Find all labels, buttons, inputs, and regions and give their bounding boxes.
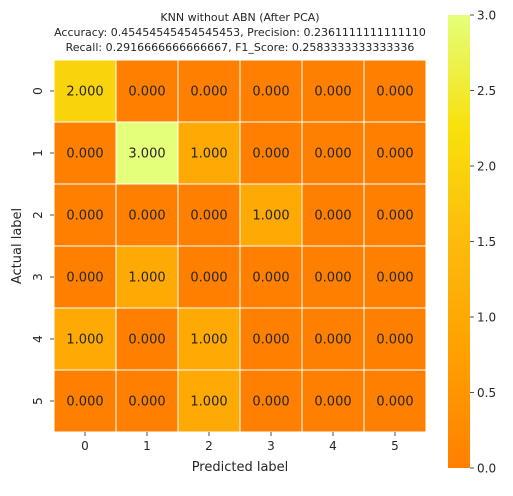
heatmap-cell: [177, 245, 241, 309]
cell-value-label: 0.000: [252, 395, 289, 410]
y-axis-label: Actual label: [10, 208, 25, 284]
cell-value-label: 0.000: [128, 85, 165, 100]
heatmap-cell: [363, 183, 427, 247]
heatmap-cell: [363, 121, 427, 185]
cell-value-label: 2.000: [66, 85, 103, 100]
colorbar-tick-label: 0.0: [477, 462, 496, 476]
heatmap-cell: [115, 245, 179, 309]
cell-value-label: 0.000: [252, 271, 289, 286]
heatmap-cell: [53, 245, 117, 309]
cell-value-label: 1.000: [66, 333, 103, 348]
y-tick-label: 0: [31, 87, 45, 95]
heatmap-cell: [363, 59, 427, 123]
cell-value-label: 0.000: [376, 271, 413, 286]
cell-value-label: 0.000: [252, 85, 289, 100]
x-tick-label: 4: [329, 439, 337, 453]
cell-value-label: 0.000: [66, 271, 103, 286]
cell-value-label: 0.000: [252, 333, 289, 348]
cell-value-label: 0.000: [128, 333, 165, 348]
cell-value-label: 0.000: [376, 209, 413, 224]
cell-value-label: 3.000: [128, 147, 165, 162]
heatmap-cell: [301, 307, 365, 371]
x-axis: 0 1 2 3 4 5: [81, 432, 399, 453]
cell-value-label: 0.000: [128, 395, 165, 410]
heatmap-cell: [53, 59, 117, 123]
colorbar-tick-label: 3.0: [477, 9, 496, 23]
x-tick-label: 5: [391, 439, 399, 453]
x-tick-label: 2: [205, 439, 213, 453]
cell-value-label: 0.000: [376, 147, 413, 162]
heatmap-cell: [239, 307, 303, 371]
cell-value-label: 0.000: [314, 147, 351, 162]
heatmap-cell: [115, 121, 179, 185]
heatmap-cell: [363, 307, 427, 371]
heatmap-cell: [177, 59, 241, 123]
cell-value-label: 0.000: [314, 271, 351, 286]
heatmap-cells: 2.000 0.000 0.000 0.000 0.000 0.000 0.000 3.000…: [53, 59, 427, 433]
heatmap-cell: [363, 369, 427, 433]
heatmap-cell: [53, 369, 117, 433]
colorbar: [448, 15, 470, 468]
colorbar-tick-label: 2.5: [477, 84, 496, 98]
y-tick-label: 1: [31, 149, 45, 157]
cell-value-label: 1.000: [128, 271, 165, 286]
heatmap-cell: [301, 183, 365, 247]
title-line: Accuracy: 0.45454545454545453, Precision…: [54, 26, 426, 39]
heatmap-cell: [177, 307, 241, 371]
cell-value-label: 1.000: [190, 395, 227, 410]
cell-value-label: 1.000: [252, 209, 289, 224]
heatmap-cell: [115, 183, 179, 247]
cell-value-label: 0.000: [376, 395, 413, 410]
y-tick-label: 4: [31, 335, 45, 343]
cell-value-label: 0.000: [314, 85, 351, 100]
chart-title: KNN without ABN (After PCA) Accuracy: 0.4…: [54, 11, 426, 54]
x-tick-label: 0: [81, 439, 89, 453]
heatmap-cell: [53, 307, 117, 371]
title-line: Recall: 0.2916666666666667, F1_Score: 0.…: [66, 41, 415, 54]
heatmap-cell: [363, 245, 427, 309]
heatmap-cell: [301, 245, 365, 309]
colorbar-tick-label: 2.0: [477, 160, 496, 174]
cell-value-label: 0.000: [252, 147, 289, 162]
cell-value-label: 0.000: [190, 85, 227, 100]
colorbar-tick-label: 1.5: [477, 235, 496, 249]
cell-value-label: 0.000: [66, 209, 103, 224]
title-line: KNN without ABN (After PCA): [160, 11, 319, 24]
cell-value-label: 0.000: [190, 271, 227, 286]
x-axis-label: Predicted label: [192, 460, 289, 475]
cell-value-label: 0.000: [66, 395, 103, 410]
cell-value-label: 1.000: [190, 147, 227, 162]
x-tick-label: 3: [267, 439, 275, 453]
cell-value-label: 0.000: [376, 85, 413, 100]
colorbar-ticks: 0.0 0.5 1.0 1.5 2.0 2.5 3.0: [470, 9, 496, 476]
colorbar-tick-label: 1.0: [477, 311, 496, 325]
y-tick-label: 5: [31, 397, 45, 405]
cell-value-label: 0.000: [66, 147, 103, 162]
cell-value-label: 0.000: [376, 333, 413, 348]
cell-value-label: 0.000: [190, 209, 227, 224]
cell-value-label: 0.000: [314, 395, 351, 410]
cell-value-label: 0.000: [314, 333, 351, 348]
x-tick-label: 1: [143, 439, 151, 453]
colorbar-tick-label: 0.5: [477, 386, 496, 400]
y-tick-label: 2: [31, 211, 45, 219]
heatmap-cell: [239, 245, 303, 309]
y-tick-label: 3: [31, 273, 45, 281]
heatmap-cell: [239, 183, 303, 247]
cell-value-label: 0.000: [314, 209, 351, 224]
heatmap-cell: [115, 59, 179, 123]
cell-value-label: 0.000: [128, 209, 165, 224]
heatmap-cell: [239, 121, 303, 185]
cell-value-label: 1.000: [190, 333, 227, 348]
y-axis: 0 1 2 3 4 5: [31, 87, 54, 405]
